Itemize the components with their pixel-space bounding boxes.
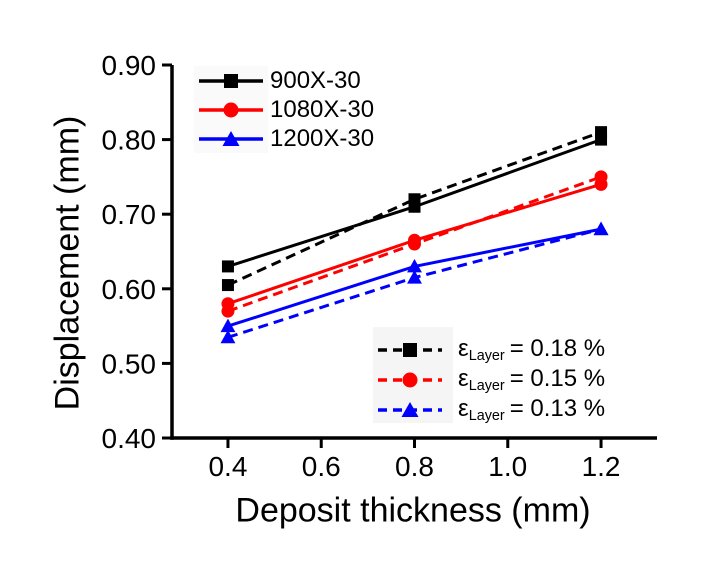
legend-item-1080x-30: 1080X-30 <box>196 95 374 124</box>
y-tick-label: 0.70 <box>102 199 157 230</box>
square-marker-icon <box>595 126 608 139</box>
x-tick-label: 0.4 <box>208 451 247 482</box>
legend-sample-dashed-blue <box>378 402 442 417</box>
dashed-series-line <box>227 130 602 287</box>
circle-marker-icon <box>221 304 235 318</box>
circle-marker-icon <box>402 372 418 388</box>
square-marker-icon <box>403 343 417 357</box>
y-tick-label: 0.90 <box>102 50 157 81</box>
legend-sample-dashed-black <box>378 343 442 357</box>
triangle-marker-icon <box>401 402 419 417</box>
legend-label: εLayer = 0.15 % <box>458 365 606 395</box>
y-tick-label: 0.40 <box>102 423 157 454</box>
x-tick-label: 1.2 <box>582 451 621 482</box>
y-tick-label: 0.80 <box>102 125 157 156</box>
legend-dashed: εLayer = 0.18 % εLayer = 0.15 % εLayer = 0.… <box>375 335 605 425</box>
legend-label: 1200X-30 <box>270 124 375 152</box>
triangle-marker-icon <box>220 329 236 344</box>
legend-label: 900X-30 <box>270 66 361 94</box>
legend-item-eps-018: εLayer = 0.18 % <box>375 335 605 365</box>
legend-label: εLayer = 0.18 % <box>458 335 606 365</box>
legend-item-1200x-30: 1200X-30 <box>196 124 374 153</box>
legend-sample-solid-black <box>199 73 263 88</box>
circle-marker-icon <box>223 102 239 117</box>
legend-label: εLayer = 0.13 % <box>458 395 606 425</box>
circle-marker-icon <box>594 170 608 184</box>
legend-solid: 900X-30 1080X-30 1200X-30 <box>196 66 374 153</box>
circle-marker-icon <box>408 237 421 251</box>
square-marker-icon <box>408 193 421 206</box>
legend-sample-solid-red <box>199 102 263 117</box>
x-tick-label: 0.8 <box>395 451 434 482</box>
legend-sample-dashed-red <box>378 372 442 388</box>
y-tick-label: 0.50 <box>102 348 157 379</box>
legend-item-eps-015: εLayer = 0.15 % <box>375 365 605 395</box>
legend-item-900x-30: 900X-30 <box>196 66 374 95</box>
legend-label: 1080X-30 <box>270 95 375 123</box>
legend-item-eps-013: εLayer = 0.13 % <box>375 395 605 425</box>
triangle-marker-icon <box>222 130 240 146</box>
square-marker-icon <box>221 279 234 292</box>
square-marker-icon <box>221 260 234 273</box>
legend-sample-solid-blue <box>199 130 263 146</box>
square-marker-icon <box>224 73 238 88</box>
triangle-marker-icon <box>407 270 422 284</box>
x-axis-title: Deposit thickness (mm) <box>235 491 591 530</box>
triangle-marker-icon <box>593 221 609 236</box>
x-tick-label: 1.0 <box>488 451 527 482</box>
y-tick-label: 0.60 <box>102 274 157 305</box>
triangle-marker-icon <box>407 258 422 273</box>
triangle-marker-icon <box>220 318 236 333</box>
x-tick-label: 0.6 <box>302 451 341 482</box>
y-axis-title: Displacement (mm) <box>48 115 87 411</box>
